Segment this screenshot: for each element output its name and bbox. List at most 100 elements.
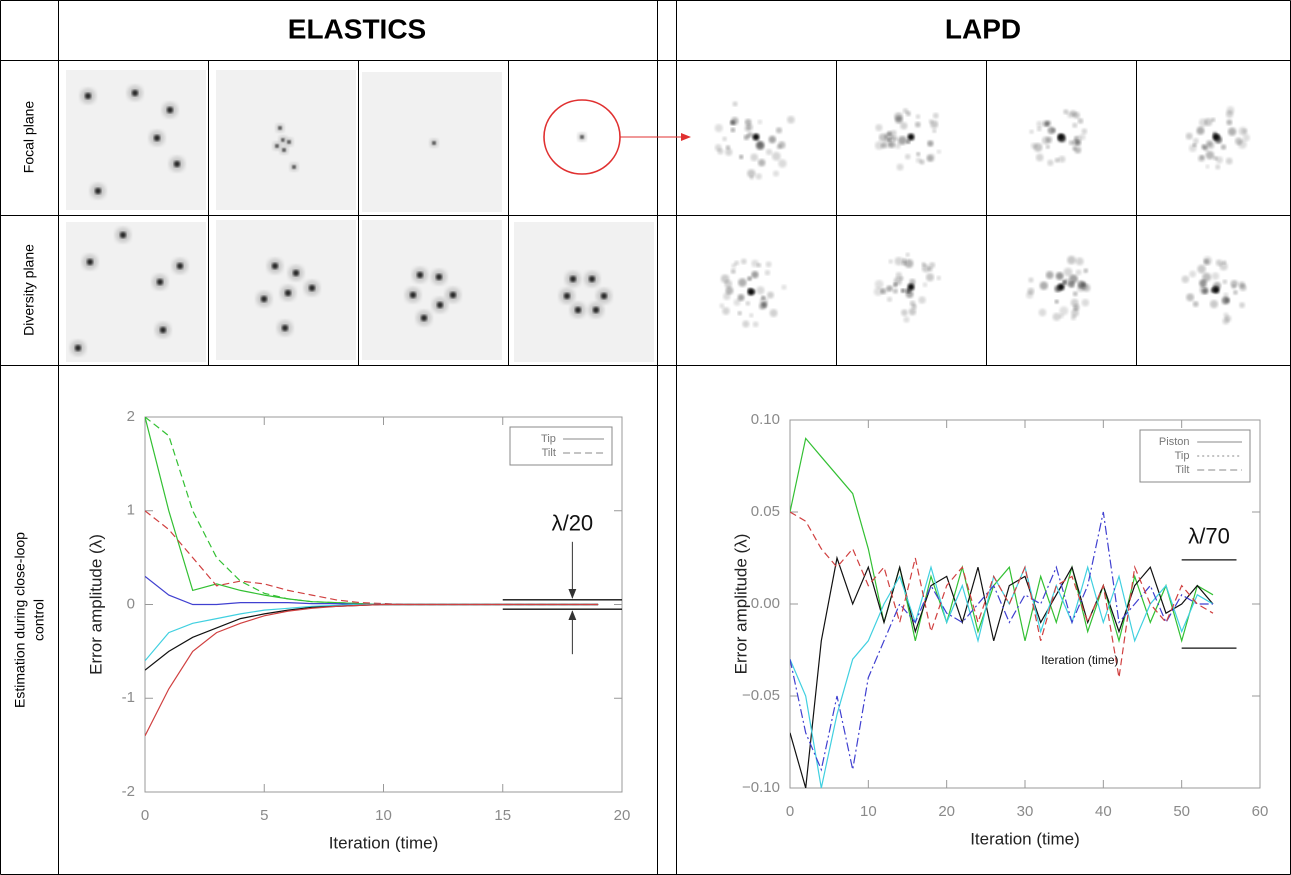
speckle bbox=[738, 278, 747, 287]
speckle bbox=[1202, 287, 1209, 295]
speckle bbox=[1222, 279, 1228, 285]
speckle bbox=[925, 273, 935, 282]
speckle bbox=[1219, 262, 1228, 271]
speckle bbox=[1033, 142, 1043, 152]
speckle bbox=[1189, 270, 1197, 278]
speckle bbox=[719, 303, 725, 309]
speckle bbox=[1225, 157, 1233, 165]
series-line bbox=[145, 603, 599, 737]
speckle bbox=[911, 304, 917, 310]
speckle bbox=[888, 259, 894, 264]
spot-core bbox=[409, 291, 417, 299]
image-background bbox=[66, 222, 206, 362]
y-tick-label: −0.05 bbox=[742, 687, 780, 704]
speckle bbox=[895, 272, 902, 279]
speckle bbox=[1081, 128, 1088, 135]
speckle bbox=[1203, 146, 1209, 152]
speckle bbox=[922, 282, 928, 288]
speckle bbox=[1067, 111, 1074, 119]
speckle bbox=[1075, 257, 1084, 266]
speckle bbox=[749, 175, 754, 180]
speckle bbox=[890, 130, 897, 136]
speckle bbox=[894, 256, 904, 266]
series-line bbox=[145, 510, 599, 606]
speckle bbox=[1206, 141, 1215, 150]
speckle bbox=[1058, 155, 1066, 163]
speckle bbox=[1075, 269, 1082, 276]
speckle bbox=[884, 132, 893, 141]
speckle bbox=[899, 276, 904, 281]
speckle bbox=[781, 284, 787, 290]
series-line bbox=[145, 417, 599, 606]
speckle bbox=[722, 136, 727, 142]
speckle bbox=[880, 287, 888, 295]
row-label: Focal plane bbox=[21, 101, 37, 174]
speckle bbox=[926, 154, 934, 162]
speckle bbox=[771, 151, 781, 161]
image-background bbox=[362, 220, 502, 360]
speckle-core bbox=[1057, 283, 1065, 291]
spot-core bbox=[281, 138, 285, 142]
speckle bbox=[936, 149, 942, 154]
speckle bbox=[892, 288, 898, 294]
speckle bbox=[936, 275, 942, 281]
x-axis-label: Iteration (time) bbox=[970, 829, 1080, 848]
speckle bbox=[734, 260, 740, 266]
speckle bbox=[738, 154, 744, 160]
legend-label: Tip bbox=[541, 433, 556, 445]
x-tick-label: 0 bbox=[786, 803, 794, 820]
speckle bbox=[768, 135, 777, 144]
speckle bbox=[882, 139, 892, 149]
speckle bbox=[752, 321, 759, 328]
speckle bbox=[769, 309, 778, 318]
speckle bbox=[894, 142, 901, 149]
speckle bbox=[900, 288, 906, 293]
speckle bbox=[1052, 312, 1061, 321]
speckle bbox=[724, 280, 733, 288]
speckle bbox=[1223, 292, 1229, 298]
speckle-core bbox=[752, 133, 760, 141]
speckle bbox=[751, 259, 759, 268]
speckle bbox=[730, 268, 736, 274]
speckle bbox=[772, 170, 780, 177]
speckle bbox=[1242, 134, 1251, 142]
speckle bbox=[1054, 299, 1059, 304]
speckle bbox=[1054, 157, 1060, 163]
series-line bbox=[790, 511, 1213, 772]
speckle bbox=[1045, 271, 1054, 280]
speckle bbox=[874, 141, 884, 150]
speckle bbox=[733, 298, 741, 306]
speckle bbox=[747, 276, 752, 281]
spot-core bbox=[260, 295, 268, 303]
speckle bbox=[737, 294, 745, 301]
speckle bbox=[1045, 144, 1050, 149]
speckle bbox=[1188, 144, 1197, 153]
speckle bbox=[749, 313, 754, 318]
series-line bbox=[790, 437, 1214, 644]
speckle bbox=[751, 271, 759, 279]
speckle bbox=[764, 269, 771, 276]
speckle-core bbox=[1057, 133, 1065, 141]
speckle bbox=[901, 309, 908, 316]
speckle bbox=[893, 282, 898, 288]
spot-core bbox=[588, 275, 596, 283]
speckle bbox=[744, 118, 752, 126]
spot-core bbox=[563, 292, 571, 300]
speckle bbox=[1083, 268, 1088, 274]
speckle bbox=[1196, 126, 1205, 135]
column-header: LAPD bbox=[945, 13, 1021, 44]
speckle bbox=[1233, 290, 1238, 295]
speckle-core bbox=[747, 288, 755, 296]
speckle bbox=[742, 320, 750, 328]
speckle bbox=[1059, 306, 1069, 316]
spot-core bbox=[153, 134, 161, 142]
speckle bbox=[914, 121, 921, 128]
spot-core bbox=[84, 92, 92, 100]
speckle bbox=[886, 285, 893, 292]
spot-core bbox=[282, 148, 286, 152]
speckle bbox=[921, 262, 926, 267]
speckle bbox=[1192, 301, 1199, 307]
x-tick-label: 10 bbox=[860, 803, 877, 820]
